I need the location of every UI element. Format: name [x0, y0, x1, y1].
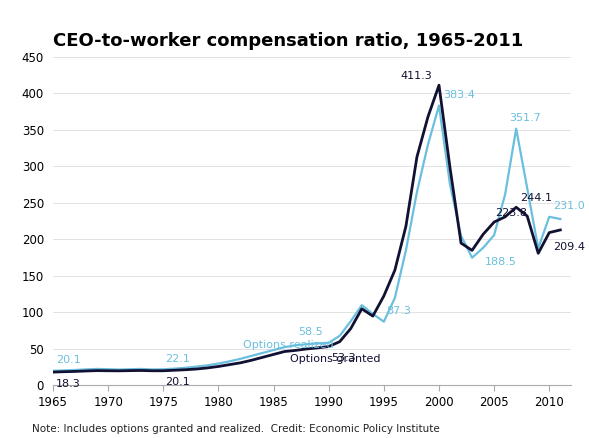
Text: Options granted: Options granted — [290, 353, 380, 364]
Text: 58.5: 58.5 — [298, 327, 323, 337]
Text: 18.3: 18.3 — [56, 379, 81, 389]
Text: Options realized: Options realized — [243, 340, 333, 350]
Text: 223.8: 223.8 — [495, 208, 528, 218]
Text: 20.1: 20.1 — [56, 355, 81, 365]
Text: Note: Includes options granted and realized.  Credit: Economic Policy Institute: Note: Includes options granted and reali… — [32, 424, 440, 434]
Text: CEO-to-worker compensation ratio, 1965-2011: CEO-to-worker compensation ratio, 1965-2… — [53, 32, 523, 50]
Text: 209.4: 209.4 — [554, 242, 585, 252]
Text: 383.4: 383.4 — [443, 90, 475, 100]
Text: 244.1: 244.1 — [520, 193, 552, 203]
Text: 53.3: 53.3 — [332, 353, 356, 363]
Text: 20.1: 20.1 — [165, 378, 190, 388]
Text: 231.0: 231.0 — [554, 201, 585, 211]
Text: 351.7: 351.7 — [509, 113, 541, 123]
Text: 188.5: 188.5 — [485, 257, 517, 267]
Text: 411.3: 411.3 — [400, 71, 432, 81]
Text: 22.1: 22.1 — [165, 354, 190, 364]
Text: 87.3: 87.3 — [386, 306, 412, 316]
